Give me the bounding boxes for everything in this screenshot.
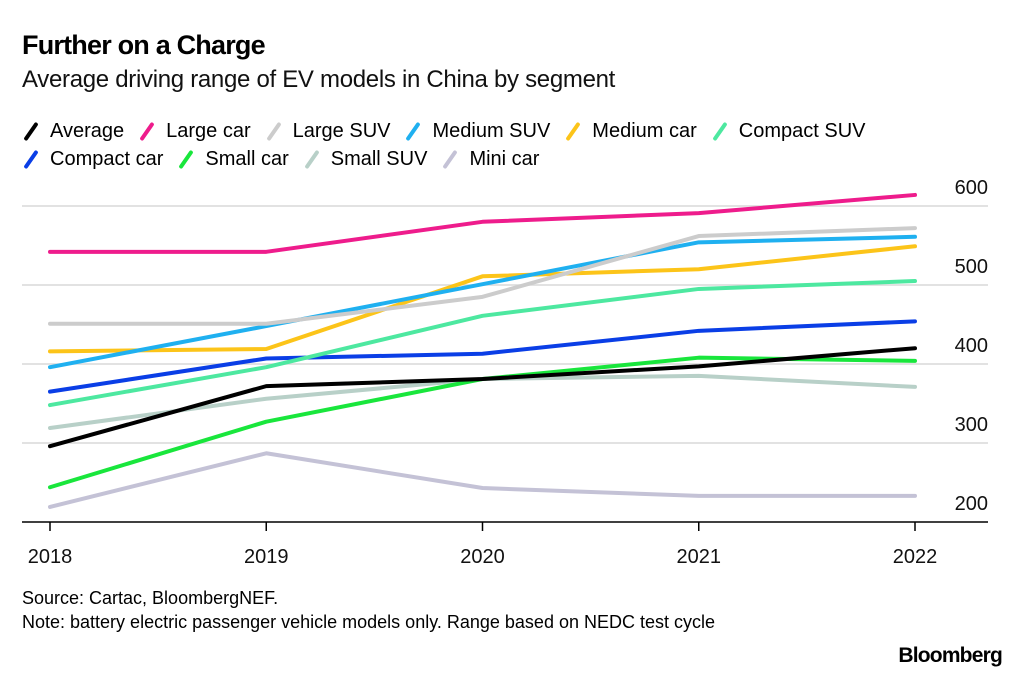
y-tick-label: 500 [955, 256, 988, 278]
legend-item: Mini car [441, 145, 539, 173]
y-tick-label: 300 [955, 414, 988, 436]
legend-label: Compact SUV [738, 120, 866, 142]
legend: Average Large car Large SUV Medium SUV Mediu… [22, 117, 1012, 173]
legend-item: Small SUV [303, 145, 428, 173]
legend-label: Small SUV [330, 148, 428, 170]
legend-label: Compact car [50, 148, 164, 170]
series-line-compact-car [48, 319, 917, 394]
y-tick-label: 600 [955, 177, 988, 199]
x-tick-label: 2020 [460, 546, 505, 568]
chart-subtitle: Average driving range of EV models in Ch… [22, 66, 616, 93]
legend-label: Medium SUV [432, 120, 551, 142]
legend-row: Average Large car Large SUV Medium SUV Mediu… [22, 117, 1012, 145]
footnotes: Source: Cartac, BloombergNEF. Note: batt… [22, 586, 842, 634]
legend-item: Large car [138, 117, 251, 145]
y-tick-label: 200 [955, 493, 988, 515]
x-tick-label: 2022 [893, 546, 938, 568]
series-line-average [48, 346, 917, 449]
x-tick-label: 2019 [244, 546, 289, 568]
series-line-large-suv [48, 226, 917, 326]
methodology-note: Note: battery electric passenger vehicle… [22, 612, 716, 632]
legend-label: Large car [166, 120, 251, 142]
legend-item: Medium car [564, 117, 696, 145]
legend-item: Large SUV [265, 117, 391, 145]
legend-row: Compact car Small car Small SUV Mini car [22, 145, 1012, 173]
legend-label: Average [50, 120, 125, 142]
legend-item: Medium SUV [404, 117, 550, 145]
legend-label: Large SUV [292, 120, 391, 142]
y-tick-label: 400 [955, 335, 988, 357]
series-line-large-car [48, 192, 917, 254]
x-tick-label: 2021 [677, 546, 722, 568]
source-note: Source: Cartac, BloombergNEF. [22, 588, 279, 608]
bloomberg-logo: Bloomberg [898, 644, 1002, 667]
legend-item: Average [22, 117, 124, 145]
legend-item: Small car [177, 145, 288, 173]
legend-label: Mini car [469, 148, 540, 170]
series-line-medium-car [48, 244, 917, 354]
chart-title: Further on a Charge [22, 30, 266, 60]
legend-label: Small car [205, 148, 289, 170]
x-tick-label: 2018 [28, 546, 73, 568]
legend-label: Medium car [592, 120, 697, 142]
legend-item: Compact SUV [711, 117, 866, 145]
series-line-mini-car [48, 451, 917, 509]
series-line-medium-suv [48, 234, 917, 370]
legend-item: Compact car [22, 145, 163, 173]
series-line-compact-suv [48, 279, 917, 408]
